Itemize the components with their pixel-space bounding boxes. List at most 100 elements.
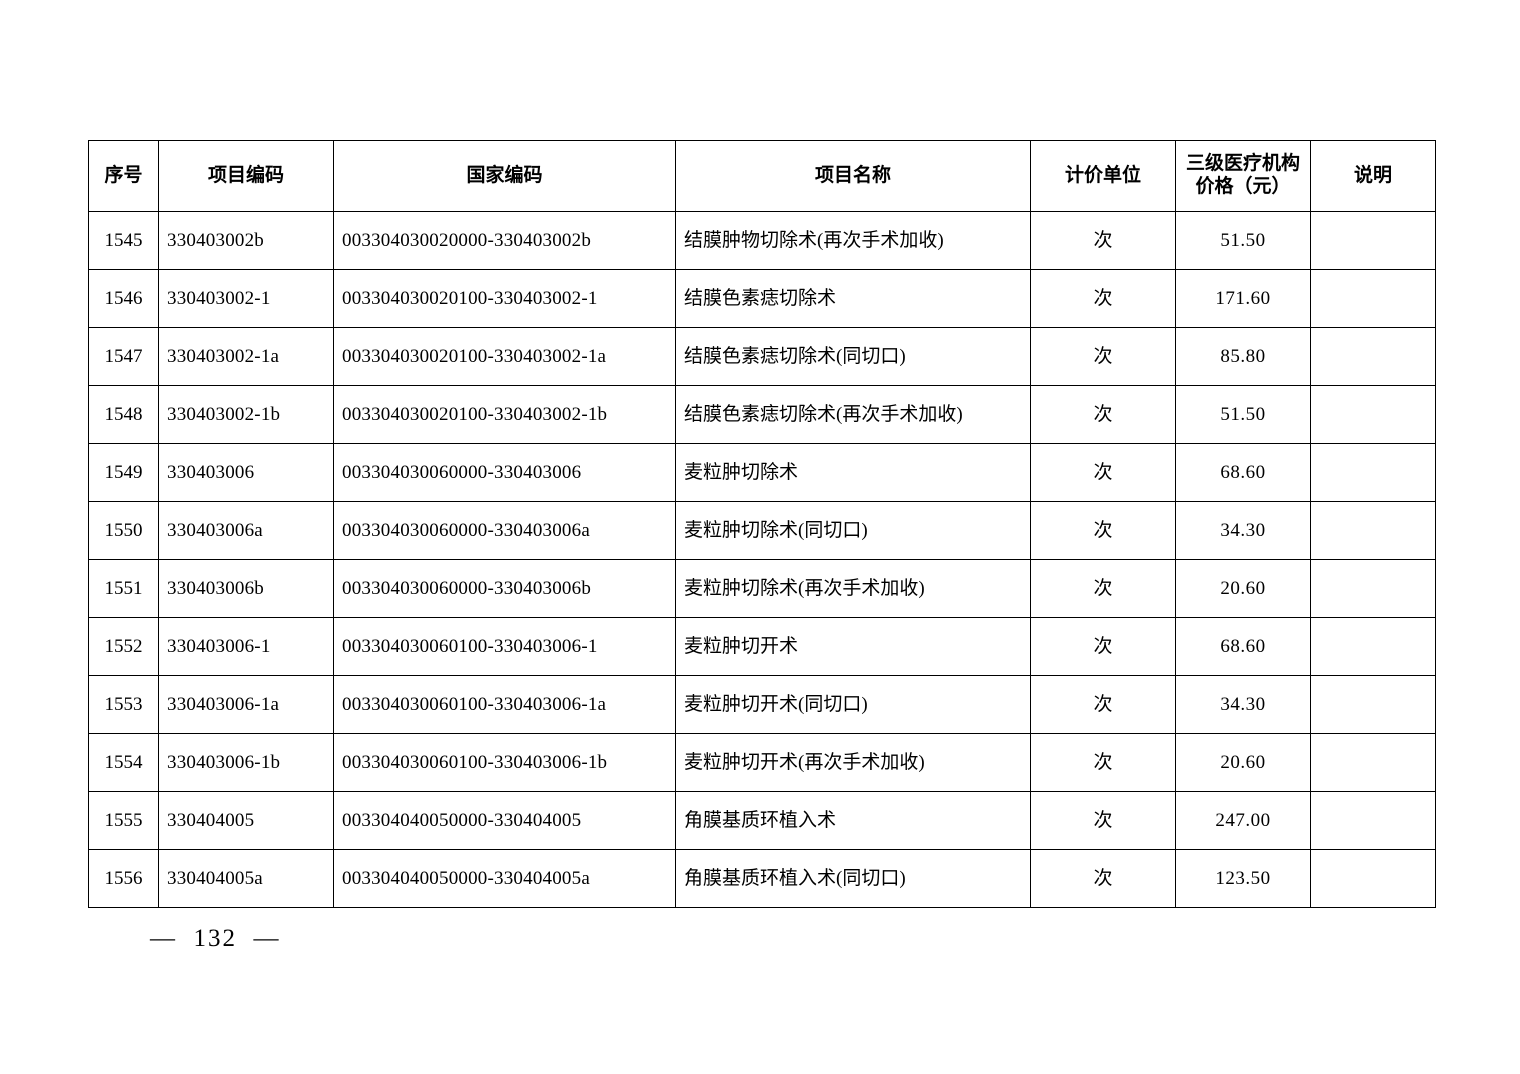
cell-item-code: 330403006b bbox=[158, 559, 334, 618]
table-row: 1556 330404005a 003304040050000-330404005a… bbox=[88, 849, 1436, 908]
cell-national-code: 003304030060000-330403006 bbox=[333, 443, 676, 502]
cell-national-code: 003304030020100-330403002-1 bbox=[333, 269, 676, 328]
cell-price: 171.60 bbox=[1175, 269, 1311, 328]
cell-item-name: 角膜基质环植入术(同切口) bbox=[675, 849, 1031, 908]
cell-item-code: 330403006-1 bbox=[158, 617, 334, 676]
cell-national-code: 003304030020100-330403002-1b bbox=[333, 385, 676, 444]
cell-sequence: 1553 bbox=[88, 675, 159, 734]
cell-unit: 次 bbox=[1030, 269, 1176, 328]
cell-remark bbox=[1310, 559, 1436, 618]
cell-unit: 次 bbox=[1030, 385, 1176, 444]
table-row: 1554 330403006-1b 003304030060100-33040300… bbox=[88, 733, 1436, 792]
cell-price: 68.60 bbox=[1175, 443, 1311, 502]
table-row: 1552 330403006-1 003304030060100-330403006… bbox=[88, 617, 1436, 676]
cell-price: 34.30 bbox=[1175, 501, 1311, 560]
cell-price: 85.80 bbox=[1175, 327, 1311, 386]
cell-remark bbox=[1310, 327, 1436, 386]
cell-item-code: 330403002-1b bbox=[158, 385, 334, 444]
cell-national-code: 003304030060100-330403006-1b bbox=[333, 733, 676, 792]
cell-remark bbox=[1310, 617, 1436, 676]
table-row: 1549 330403006 003304030060000-330403006 麦粒… bbox=[88, 443, 1436, 502]
cell-remark bbox=[1310, 385, 1436, 444]
cell-item-name: 麦粒肿切除术 bbox=[675, 443, 1031, 502]
cell-item-code: 330403006-1b bbox=[158, 733, 334, 792]
cell-price: 247.00 bbox=[1175, 791, 1311, 850]
column-header-price-line1: 三级医疗机构 bbox=[1185, 153, 1300, 175]
column-header-remark: 说明 bbox=[1310, 140, 1436, 212]
cell-item-name: 结膜色素痣切除术(同切口) bbox=[675, 327, 1031, 386]
table-row: 1545 330403002b 003304030020000-330403002b… bbox=[88, 211, 1436, 270]
cell-item-code: 330403006a bbox=[158, 501, 334, 560]
cell-national-code: 003304030060000-330403006b bbox=[333, 559, 676, 618]
table-header: 序号 项目编码 国家编码 项目名称 计价单位 三级医疗机构 价格（元） 说明 bbox=[88, 140, 1436, 212]
table-row: 1548 330403002-1b 003304030020100-33040300… bbox=[88, 385, 1436, 444]
cell-sequence: 1545 bbox=[88, 211, 159, 270]
cell-sequence: 1551 bbox=[88, 559, 159, 618]
table-row: 1547 330403002-1a 003304030020100-33040300… bbox=[88, 327, 1436, 386]
cell-unit: 次 bbox=[1030, 791, 1176, 850]
cell-price: 123.50 bbox=[1175, 849, 1311, 908]
cell-unit: 次 bbox=[1030, 559, 1176, 618]
cell-unit: 次 bbox=[1030, 675, 1176, 734]
table-row: 1550 330403006a 003304030060000-330403006a… bbox=[88, 501, 1436, 560]
cell-item-name: 麦粒肿切开术(同切口) bbox=[675, 675, 1031, 734]
table-row: 1551 330403006b 003304030060000-330403006b… bbox=[88, 559, 1436, 618]
table-body: 1545 330403002b 003304030020000-330403002b… bbox=[88, 211, 1436, 908]
cell-sequence: 1554 bbox=[88, 733, 159, 792]
cell-item-code: 330404005 bbox=[158, 791, 334, 850]
cell-item-name: 结膜肿物切除术(再次手术加收) bbox=[675, 211, 1031, 270]
cell-national-code: 003304030060100-330403006-1 bbox=[333, 617, 676, 676]
cell-sequence: 1546 bbox=[88, 269, 159, 328]
column-header-price-line2: 价格（元） bbox=[1195, 176, 1291, 197]
cell-item-code: 330403002-1a bbox=[158, 327, 334, 386]
column-header-sequence: 序号 bbox=[88, 140, 159, 212]
cell-remark bbox=[1310, 443, 1436, 502]
cell-national-code: 003304030020000-330403002b bbox=[333, 211, 676, 270]
cell-unit: 次 bbox=[1030, 849, 1176, 908]
cell-national-code: 003304030060000-330403006a bbox=[333, 501, 676, 560]
cell-price: 20.60 bbox=[1175, 559, 1311, 618]
cell-price: 51.50 bbox=[1175, 385, 1311, 444]
cell-national-code: 003304030060100-330403006-1a bbox=[333, 675, 676, 734]
cell-item-code: 330403006 bbox=[158, 443, 334, 502]
column-header-item-name: 项目名称 bbox=[675, 140, 1031, 212]
cell-sequence: 1555 bbox=[88, 791, 159, 850]
column-header-national-code: 国家编码 bbox=[333, 140, 676, 212]
page-number: — 132 — bbox=[150, 925, 281, 952]
cell-unit: 次 bbox=[1030, 617, 1176, 676]
cell-item-name: 结膜色素痣切除术 bbox=[675, 269, 1031, 328]
cell-item-code: 330404005a bbox=[158, 849, 334, 908]
cell-item-name: 麦粒肿切开术 bbox=[675, 617, 1031, 676]
cell-remark bbox=[1310, 791, 1436, 850]
cell-item-code: 330403002b bbox=[158, 211, 334, 270]
cell-sequence: 1550 bbox=[88, 501, 159, 560]
cell-sequence: 1552 bbox=[88, 617, 159, 676]
medical-service-price-table: 序号 项目编码 国家编码 项目名称 计价单位 三级医疗机构 价格（元） 说明 1… bbox=[88, 140, 1436, 908]
cell-item-code: 330403006-1a bbox=[158, 675, 334, 734]
cell-remark bbox=[1310, 211, 1436, 270]
price-table-container: 序号 项目编码 国家编码 项目名称 计价单位 三级医疗机构 价格（元） 说明 1… bbox=[88, 140, 1436, 908]
cell-sequence: 1556 bbox=[88, 849, 159, 908]
cell-item-code: 330403002-1 bbox=[158, 269, 334, 328]
cell-remark bbox=[1310, 675, 1436, 734]
cell-price: 20.60 bbox=[1175, 733, 1311, 792]
column-header-price: 三级医疗机构 价格（元） bbox=[1175, 140, 1311, 212]
cell-sequence: 1548 bbox=[88, 385, 159, 444]
cell-price: 68.60 bbox=[1175, 617, 1311, 676]
cell-unit: 次 bbox=[1030, 443, 1176, 502]
cell-sequence: 1547 bbox=[88, 327, 159, 386]
cell-item-name: 结膜色素痣切除术(再次手术加收) bbox=[675, 385, 1031, 444]
cell-unit: 次 bbox=[1030, 327, 1176, 386]
table-row: 1546 330403002-1 003304030020100-330403002… bbox=[88, 269, 1436, 328]
cell-item-name: 角膜基质环植入术 bbox=[675, 791, 1031, 850]
cell-item-name: 麦粒肿切除术(再次手术加收) bbox=[675, 559, 1031, 618]
cell-national-code: 003304040050000-330404005a bbox=[333, 849, 676, 908]
cell-national-code: 003304030020100-330403002-1a bbox=[333, 327, 676, 386]
cell-item-name: 麦粒肿切除术(同切口) bbox=[675, 501, 1031, 560]
cell-price: 51.50 bbox=[1175, 211, 1311, 270]
cell-unit: 次 bbox=[1030, 501, 1176, 560]
cell-remark bbox=[1310, 269, 1436, 328]
cell-price: 34.30 bbox=[1175, 675, 1311, 734]
cell-national-code: 003304040050000-330404005 bbox=[333, 791, 676, 850]
